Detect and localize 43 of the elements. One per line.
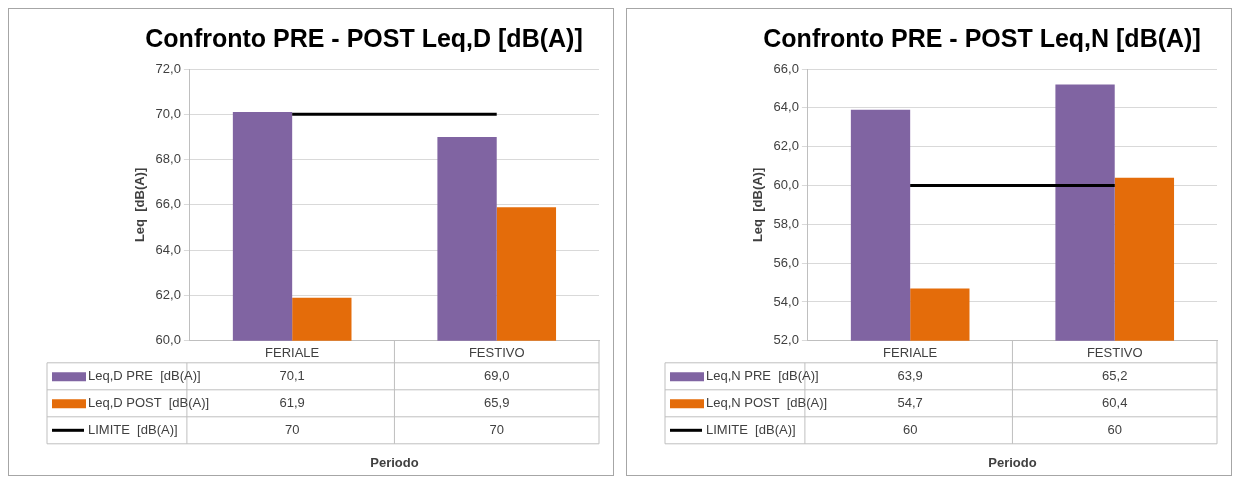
y-axis-title: Leq [dB(A)] [750,167,766,243]
y-tick-label: 64,0 [155,241,181,257]
data-label: 63,9 [897,367,923,383]
data-label: 61,9 [279,394,305,410]
x-tick-label: FERIALE [883,345,938,361]
legend-label: Leq,D POST [dB(A)] [88,394,210,410]
y-tick-label: 54,0 [773,293,799,309]
data-label: 70 [489,421,504,437]
data-label: 69,0 [484,367,510,383]
x-axis-title: Periodo [988,454,1037,470]
y-tick-label: 66,0 [773,60,799,76]
data-label: 65,9 [484,394,510,410]
chart-title: Confronto PRE - POST Leq,D [dB(A)] [145,23,583,52]
legend-label: Leq,D PRE [dB(A)] [88,367,201,383]
y-tick-label: 62,0 [773,138,799,154]
data-label: 70 [284,421,300,437]
y-tick-label: 64,0 [773,99,799,115]
legend-label: LIMITE [dB(A)] [706,421,796,437]
data-label: 60 [1107,421,1122,437]
y-tick-label: 60,0 [155,332,181,348]
data-label: 54,7 [897,394,923,410]
x-tick-label: FESTIVO [468,345,525,361]
y-tick-label: 58,0 [773,215,799,231]
legend-label: LIMITE [dB(A)] [88,421,178,437]
y-tick-label: 62,0 [155,287,181,303]
y-tick-label: 70,0 [155,105,181,121]
x-tick-label: FERIALE [265,345,320,361]
data-label: 65,2 [1102,367,1128,383]
legend-label: Leq,N PRE [dB(A)] [706,367,819,383]
x-axis-title: Periodo [370,454,419,470]
legend-label: Leq,N POST [dB(A)] [706,394,828,410]
y-tick-label: 56,0 [773,254,799,270]
y-tick-label: 66,0 [155,196,181,212]
chart-title: Confronto PRE - POST Leq,N [dB(A)] [763,23,1201,52]
data-label: 60,4 [1102,394,1128,410]
y-tick-label: 60,0 [773,177,799,193]
data-label: 60 [902,421,918,437]
y-tick-label: 52,0 [773,332,799,348]
y-tick-label: 72,0 [155,60,181,76]
y-tick-label: 68,0 [155,151,181,167]
x-tick-label: FESTIVO [1086,345,1143,361]
y-axis-title: Leq [dB(A)] [132,167,148,243]
data-label: 70,1 [279,367,305,383]
